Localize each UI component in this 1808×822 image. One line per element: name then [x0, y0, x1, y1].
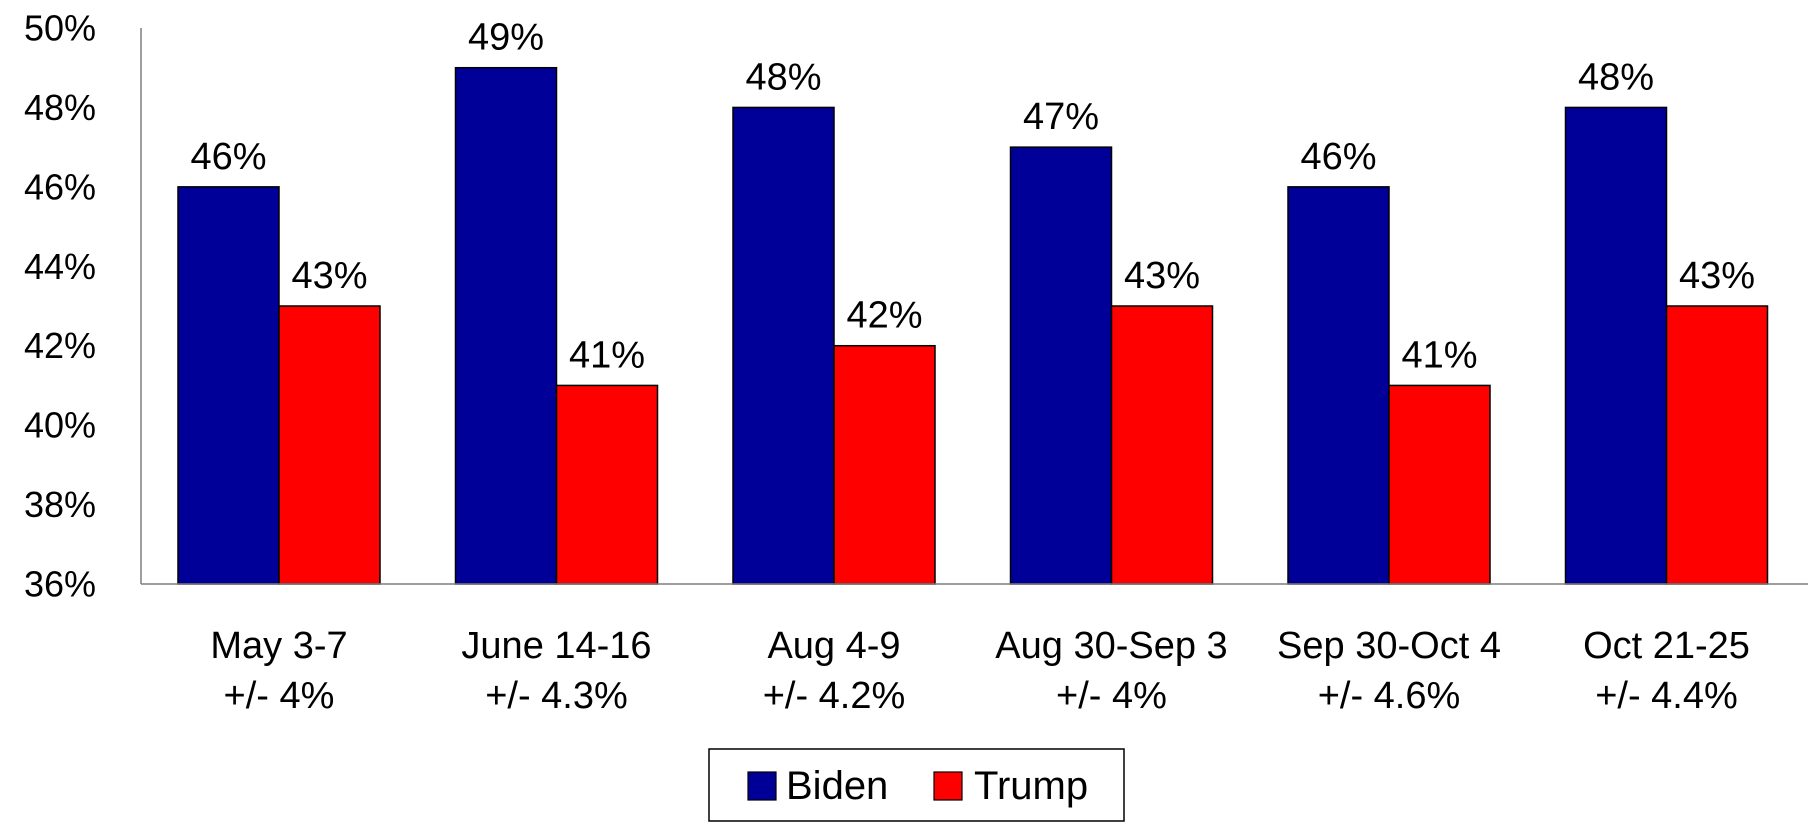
bar-trump — [278, 305, 381, 585]
bar-trump — [833, 344, 936, 585]
data-label-biden: 49% — [468, 17, 544, 59]
y-tick-label: 46% — [24, 166, 96, 207]
legend-label-biden: Biden — [786, 764, 888, 808]
y-tick-label: 48% — [24, 87, 96, 128]
bar-trump — [1110, 305, 1214, 585]
data-label-biden: 48% — [1578, 56, 1654, 98]
x-tick-label: Aug 4-9 — [767, 625, 900, 667]
x-tick-margin-label: +/- 4.2% — [763, 675, 906, 717]
data-label-trump: 43% — [1679, 255, 1755, 297]
x-tick-margin-label: +/- 4.3% — [485, 675, 628, 717]
x-tick-label: June 14-16 — [461, 625, 651, 667]
bar-trump — [1665, 305, 1769, 585]
data-label-biden: 46% — [1300, 136, 1376, 178]
y-tick-label: 36% — [24, 564, 96, 605]
x-tick-margin-label: +/- 4.4% — [1595, 675, 1738, 717]
bar-biden — [1287, 186, 1390, 585]
bar-biden — [1009, 146, 1113, 585]
bar-biden — [732, 106, 835, 585]
y-tick-label: 50% — [24, 8, 96, 49]
legend-box — [708, 748, 1125, 822]
data-labels: 46% 43% 49% 41% 48% 42% 47% 43% 46% 41% 48% 43% — [190, 17, 1755, 377]
x-tick-label: Aug 30-Sep 3 — [995, 625, 1227, 667]
x-tick-margin-label: +/- 4.6% — [1318, 675, 1461, 717]
legend-swatch-trump — [933, 771, 963, 801]
x-tick-margin-label: +/- 4% — [224, 675, 335, 717]
y-tick-label: 42% — [24, 325, 96, 366]
x-tick-label: Sep 30-Oct 4 — [1277, 625, 1501, 667]
bar-biden — [177, 186, 280, 585]
data-label-trump: 41% — [1401, 334, 1477, 376]
data-label-biden: 46% — [190, 136, 266, 178]
bar-biden — [454, 66, 558, 585]
data-label-trump: 43% — [1124, 255, 1200, 297]
y-tick-label: 38% — [24, 484, 96, 525]
x-tick-label: Oct 21-25 — [1583, 625, 1750, 667]
legend: Biden Trump — [708, 748, 1125, 822]
bar-biden — [1564, 106, 1668, 585]
y-tick-label: 44% — [24, 246, 96, 287]
x-tick-margin-label: +/- 4% — [1056, 675, 1167, 717]
y-axis: 36% 38% 40% 42% 44% 46% 48% 50% — [24, 8, 142, 605]
data-label-biden: 48% — [745, 56, 821, 98]
x-tick-label: May 3-7 — [210, 625, 347, 667]
bar-trump — [555, 384, 659, 585]
bars — [177, 66, 1769, 585]
legend-label-trump: Trump — [974, 764, 1088, 808]
data-label-trump: 41% — [569, 334, 645, 376]
x-axis: May 3-7 +/- 4% June 14-16 +/- 4.3% Aug 4-9 +/… — [141, 583, 1808, 717]
y-tick-label: 40% — [24, 405, 96, 446]
data-label-biden: 47% — [1023, 96, 1099, 138]
bar-trump — [1388, 384, 1491, 585]
data-label-trump: 43% — [291, 255, 367, 297]
legend-swatch-biden — [747, 771, 777, 801]
data-label-trump: 42% — [846, 295, 922, 337]
